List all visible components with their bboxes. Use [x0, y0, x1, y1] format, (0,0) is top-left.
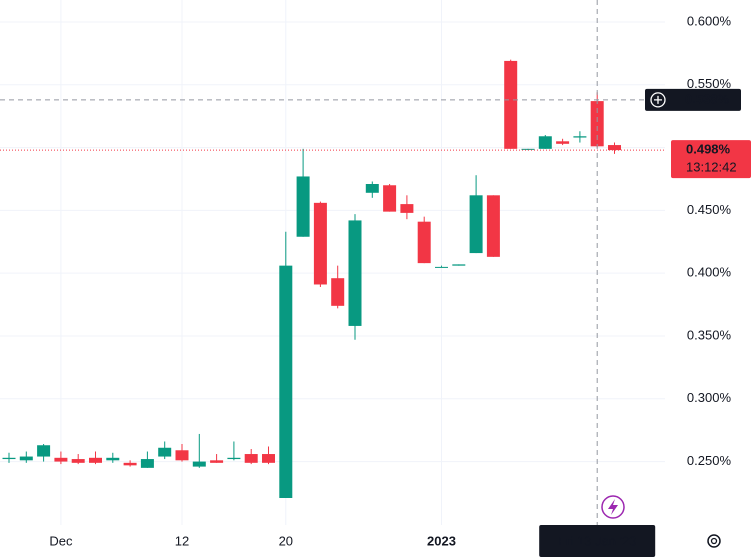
x-tick-label: 12	[175, 533, 189, 548]
candle-body	[331, 278, 345, 306]
add-alert-icon[interactable]	[650, 92, 666, 108]
x-tick-label: Dec	[49, 533, 73, 548]
candle-body	[54, 457, 68, 462]
y-tick-label: 0.600%	[687, 13, 732, 28]
candle-body	[400, 204, 414, 213]
candle-body	[608, 145, 621, 151]
candle-body	[192, 461, 206, 467]
candle-body	[244, 454, 258, 463]
crosshair-price-label: 0.538%	[685, 91, 730, 106]
y-tick-label: 0.450%	[687, 202, 732, 217]
candle-body	[296, 176, 310, 237]
plot	[0, 0, 665, 525]
candle-body	[37, 445, 51, 457]
candle-body	[383, 185, 397, 212]
crosshair-price-box	[645, 88, 741, 111]
candle-body	[469, 195, 483, 254]
candle-body	[140, 459, 154, 468]
candle-body	[89, 457, 102, 463]
candle-body	[262, 454, 275, 463]
candle-body	[279, 265, 293, 498]
candle-body	[106, 457, 120, 461]
candle-body	[313, 202, 327, 285]
candle-body	[2, 457, 16, 460]
candle-body	[435, 266, 448, 268]
candle-body	[452, 264, 466, 266]
candle-body	[227, 457, 241, 460]
candle-body	[348, 220, 362, 326]
candle-body	[158, 447, 172, 457]
countdown-label: 13:12:42	[686, 160, 737, 175]
y-tick-label: 0.300%	[687, 390, 732, 405]
x-tick-label: 2023	[427, 533, 456, 548]
candle-body	[556, 141, 570, 144]
y-tick-label: 0.250%	[687, 453, 732, 468]
candle-body	[19, 456, 33, 461]
settings-icon[interactable]	[707, 534, 721, 548]
y-tick-label: 0.550%	[687, 76, 732, 91]
last-price-box	[671, 140, 751, 179]
crosshair-date-box	[539, 525, 656, 557]
y-tick-label: 0.350%	[687, 327, 732, 342]
last-price-label: 0.498%	[686, 142, 731, 157]
candle-body	[417, 221, 431, 264]
candle-body	[538, 136, 552, 149]
candle-body	[486, 195, 500, 257]
candle-body	[175, 450, 189, 461]
lightning-icon[interactable]	[601, 495, 625, 519]
candle-body	[573, 136, 587, 138]
x-tick-label: 20	[279, 533, 293, 548]
candle-body	[210, 460, 224, 463]
candle-body	[590, 101, 604, 147]
candle-body	[71, 459, 85, 463]
candle-body	[365, 184, 379, 193]
y-tick-label: 0.400%	[687, 265, 732, 280]
candle-body	[521, 148, 535, 150]
candle-body	[123, 462, 137, 466]
crosshair-date-label: Fri 13 Jan '23	[558, 533, 636, 548]
candle-body	[504, 60, 518, 149]
add-alert-plus	[654, 95, 662, 104]
